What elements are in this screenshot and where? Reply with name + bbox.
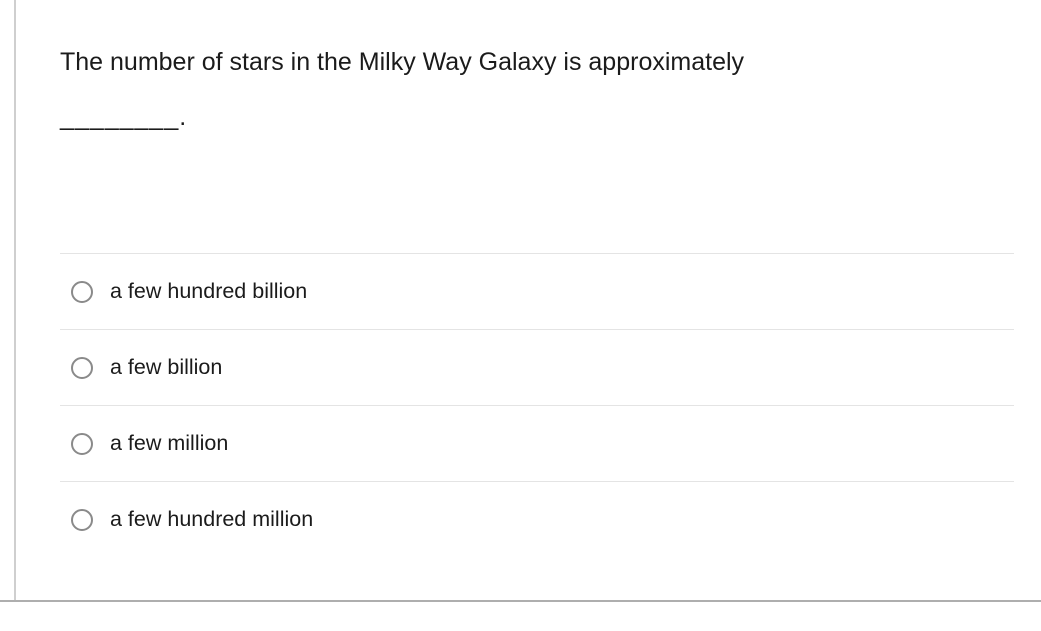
option-label: a few hundred billion — [110, 279, 308, 303]
radio-button-icon[interactable] — [71, 280, 93, 303]
left-border-line — [14, 0, 16, 601]
radio-button-icon[interactable] — [71, 508, 93, 531]
option-label: a few hundred million — [110, 507, 314, 531]
radio-button-icon[interactable] — [71, 356, 93, 379]
question-blank: ________. — [60, 102, 188, 131]
question-block: The number of stars in the Milky Way Gal… — [16, 0, 1028, 132]
answer-option-3[interactable]: a few million — [60, 405, 1014, 481]
answer-option-4[interactable]: a few hundred million — [60, 481, 1014, 557]
question-text: The number of stars in the Milky Way Gal… — [60, 48, 745, 76]
answer-option-2[interactable]: a few billion — [60, 329, 1014, 405]
radio-button-icon[interactable] — [71, 432, 93, 455]
bottom-border-line — [0, 600, 1041, 602]
options-list: a few hundred billion a few billion a fe… — [60, 253, 1014, 557]
option-label: a few million — [110, 431, 229, 455]
option-label: a few billion — [110, 355, 223, 379]
answer-option-1[interactable]: a few hundred billion — [60, 253, 1014, 329]
question-card: The number of stars in the Milky Way Gal… — [16, 0, 1028, 600]
